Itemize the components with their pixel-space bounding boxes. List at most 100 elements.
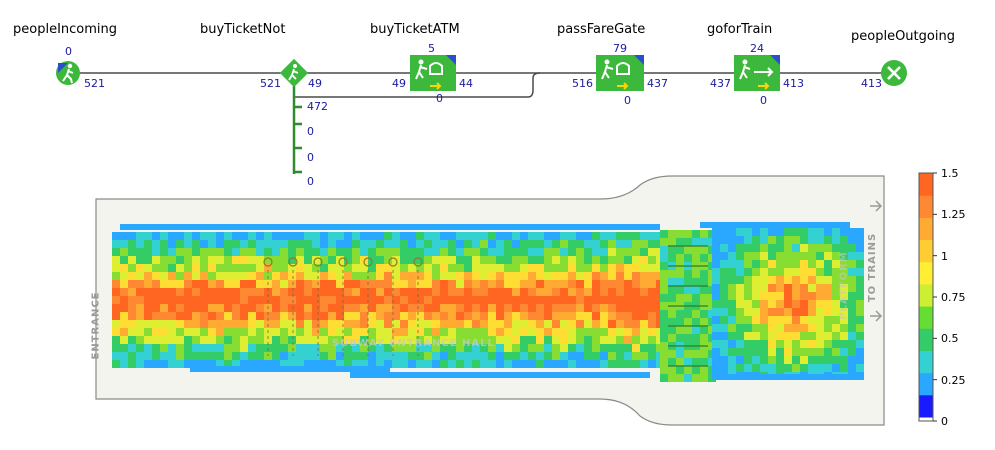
people-incoming-block[interactable] [56, 61, 80, 85]
heat-cell [472, 320, 480, 328]
heat-cell [168, 280, 176, 288]
heat-cell [448, 272, 456, 280]
heat-cell [296, 248, 304, 256]
heat-cell [136, 264, 144, 272]
heat-cell [304, 360, 312, 368]
heat-cell [504, 264, 512, 272]
heat-cell [512, 288, 520, 296]
heat-cell [288, 320, 296, 328]
pass-fare-gate-block[interactable] [596, 55, 644, 91]
heat-cell [640, 320, 648, 328]
heat-cell [676, 358, 684, 366]
heat-cell [552, 280, 560, 288]
atm-marker [338, 257, 348, 267]
heat-cell [320, 328, 328, 336]
heat-cell [848, 340, 856, 348]
heat-cell [624, 272, 632, 280]
heat-cell [520, 264, 528, 272]
heat-cell [816, 252, 824, 260]
heat-cell [248, 240, 256, 248]
heat-cell [360, 344, 368, 352]
buy-ticket-atm-block[interactable] [410, 55, 456, 91]
heat-cell [352, 264, 360, 272]
heat-cell [344, 320, 352, 328]
heat-cell [456, 280, 464, 288]
heat-cell [480, 328, 488, 336]
heat-cell [296, 344, 304, 352]
heat-cell [560, 288, 568, 296]
heat-cell [464, 344, 472, 352]
heat-cell [744, 292, 752, 300]
heat-cell [472, 344, 480, 352]
heat-cell [320, 304, 328, 312]
heat-cell [528, 304, 536, 312]
heat-cell [560, 240, 568, 248]
heat-cell [752, 324, 760, 332]
heat-cell [328, 320, 336, 328]
heat-cell [676, 334, 684, 342]
heat-cell [120, 272, 128, 280]
heat-cell [120, 232, 128, 240]
heat-cell [552, 264, 560, 272]
heat-cell [192, 296, 200, 304]
heat-cell [616, 256, 624, 264]
heat-cell [544, 248, 552, 256]
heat-cell [488, 280, 496, 288]
heat-cell [448, 288, 456, 296]
heat-cell [496, 320, 504, 328]
heat-cell [240, 272, 248, 280]
heat-cell [312, 304, 320, 312]
heat-cell [520, 296, 528, 304]
heat-cell [112, 232, 120, 240]
heat-cell [184, 272, 192, 280]
heat-cell [280, 344, 288, 352]
heat-cell [528, 328, 536, 336]
heat-cell [216, 256, 224, 264]
heat-cell [832, 244, 840, 252]
heat-cell [632, 352, 640, 360]
block-label: peopleOutgoing [851, 29, 955, 44]
heat-cell [676, 294, 684, 302]
heat-cell [368, 352, 376, 360]
heat-cell [504, 304, 512, 312]
heat-cell [232, 312, 240, 320]
heat-cell [792, 308, 800, 316]
heat-cell [768, 292, 776, 300]
heat-cell [520, 232, 528, 240]
heat-cell [624, 336, 632, 344]
go-for-train-block[interactable] [734, 55, 780, 91]
heat-cell [692, 334, 700, 342]
heat-cell [760, 276, 768, 284]
heat-cell [608, 232, 616, 240]
heat-cell [136, 344, 144, 352]
heat-cell [296, 336, 304, 344]
heat-cell [768, 332, 776, 340]
heat-cell [160, 232, 168, 240]
heat-cell [304, 288, 312, 296]
heat-cell [296, 264, 304, 272]
heat-cell [728, 300, 736, 308]
heat-cell [472, 352, 480, 360]
heat-cell [816, 308, 824, 316]
heat-cell [408, 264, 416, 272]
heat-cell [496, 312, 504, 320]
heat-cell [328, 280, 336, 288]
heat-cell [392, 296, 400, 304]
heat-cell [480, 304, 488, 312]
heat-cell [536, 288, 544, 296]
heat-cell [392, 328, 400, 336]
heat-cell [368, 288, 376, 296]
heat-cell [576, 344, 584, 352]
heat-cell [520, 256, 528, 264]
heat-cell [608, 248, 616, 256]
heat-cell [840, 244, 848, 252]
heat-cell [208, 296, 216, 304]
heat-cell [584, 248, 592, 256]
heat-cell [792, 356, 800, 364]
people-outgoing-block[interactable] [881, 60, 907, 86]
heat-cell [520, 352, 528, 360]
heat-cell [392, 280, 400, 288]
heat-cell [144, 256, 152, 264]
heat-cell [224, 272, 232, 280]
heat-cell [248, 288, 256, 296]
